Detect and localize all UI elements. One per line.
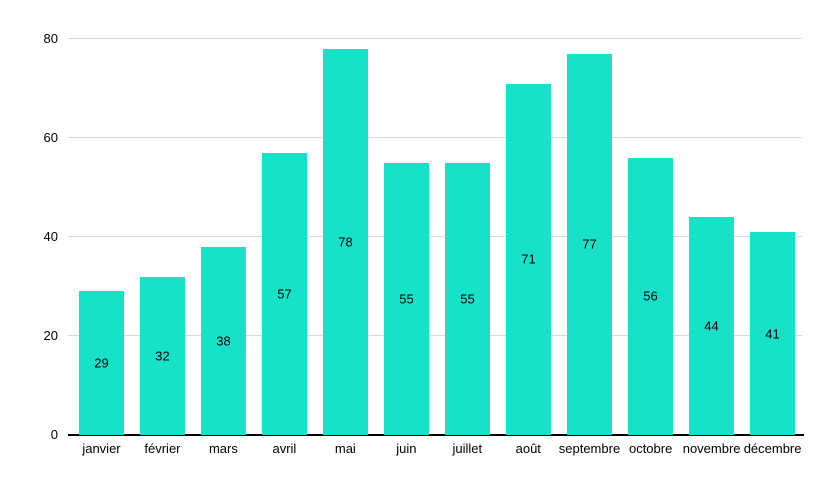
- bar-slot: 55: [437, 0, 498, 435]
- y-axis-tick-label: 0: [50, 427, 58, 442]
- bar-février: 32: [140, 276, 185, 435]
- bar-juillet: 55: [445, 162, 490, 435]
- bar-septembre: 77: [567, 53, 612, 435]
- x-axis-label: mars: [208, 441, 238, 456]
- bar-mai: 78: [323, 48, 368, 435]
- bar-slot: 32: [132, 0, 193, 435]
- x-axis-label: novembre: [682, 441, 741, 456]
- bar-value-label: 29: [94, 355, 109, 371]
- y-axis-tick-label: 80: [43, 31, 58, 46]
- x-axis-label: septembre: [558, 441, 621, 456]
- bar-mars: 38: [201, 246, 246, 435]
- x-axis-label: janvier: [82, 441, 121, 456]
- bar-value-label: 44: [704, 318, 719, 334]
- bar-août: 71: [506, 83, 551, 435]
- bar-juin: 55: [384, 162, 429, 435]
- bar-slot: 71: [498, 0, 559, 435]
- bar-value-label: 77: [582, 236, 597, 252]
- bars-container: 29 32 38 57 78 55 55 71 77 56 44 41: [71, 0, 803, 435]
- bar-octobre: 56: [628, 157, 673, 435]
- bar-value-label: 32: [155, 348, 170, 364]
- x-axis-label: juin: [396, 441, 417, 456]
- bar-value-label: 56: [643, 288, 658, 304]
- y-axis-tick-label: 60: [43, 130, 58, 145]
- y-axis-tick-label: 40: [43, 229, 58, 244]
- y-axis-tick-label: 20: [43, 328, 58, 343]
- bar-slot: 77: [559, 0, 620, 435]
- x-axis-labels: janvier février mars avril mai juin juillet aoû…: [71, 441, 803, 457]
- bar-slot: 78: [315, 0, 376, 435]
- bar-value-label: 78: [338, 234, 353, 250]
- bar-janvier: 29: [79, 291, 124, 435]
- x-axis-label: avril: [272, 441, 297, 456]
- x-axis-line: [68, 434, 804, 436]
- bar-value-label: 55: [399, 291, 414, 307]
- x-axis-label: octobre: [628, 441, 673, 456]
- bar-value-label: 41: [765, 326, 780, 342]
- bar-slot: 29: [71, 0, 132, 435]
- gridline: [68, 236, 802, 237]
- gridline: [68, 335, 802, 336]
- bar-décembre: 41: [750, 232, 795, 435]
- bar-value-label: 57: [277, 286, 292, 302]
- bar-slot: 57: [254, 0, 315, 435]
- bar-slot: 38: [193, 0, 254, 435]
- x-axis-label: décembre: [743, 441, 802, 456]
- x-axis-label: juillet: [452, 441, 483, 456]
- bar-avril: 57: [262, 152, 307, 435]
- bar-slot: 41: [742, 0, 803, 435]
- bar-value-label: 55: [460, 291, 475, 307]
- bar-slot: 55: [376, 0, 437, 435]
- bar-slot: 56: [620, 0, 681, 435]
- x-axis-label: août: [515, 441, 541, 456]
- bar-slot: 44: [681, 0, 742, 435]
- gridline: [68, 38, 802, 39]
- x-axis-label: mai: [334, 441, 356, 456]
- x-axis-label: février: [144, 441, 181, 456]
- bar-value-label: 71: [521, 251, 536, 267]
- bar-novembre: 44: [689, 217, 734, 435]
- bar-value-label: 38: [216, 333, 231, 349]
- gridline: [68, 137, 802, 138]
